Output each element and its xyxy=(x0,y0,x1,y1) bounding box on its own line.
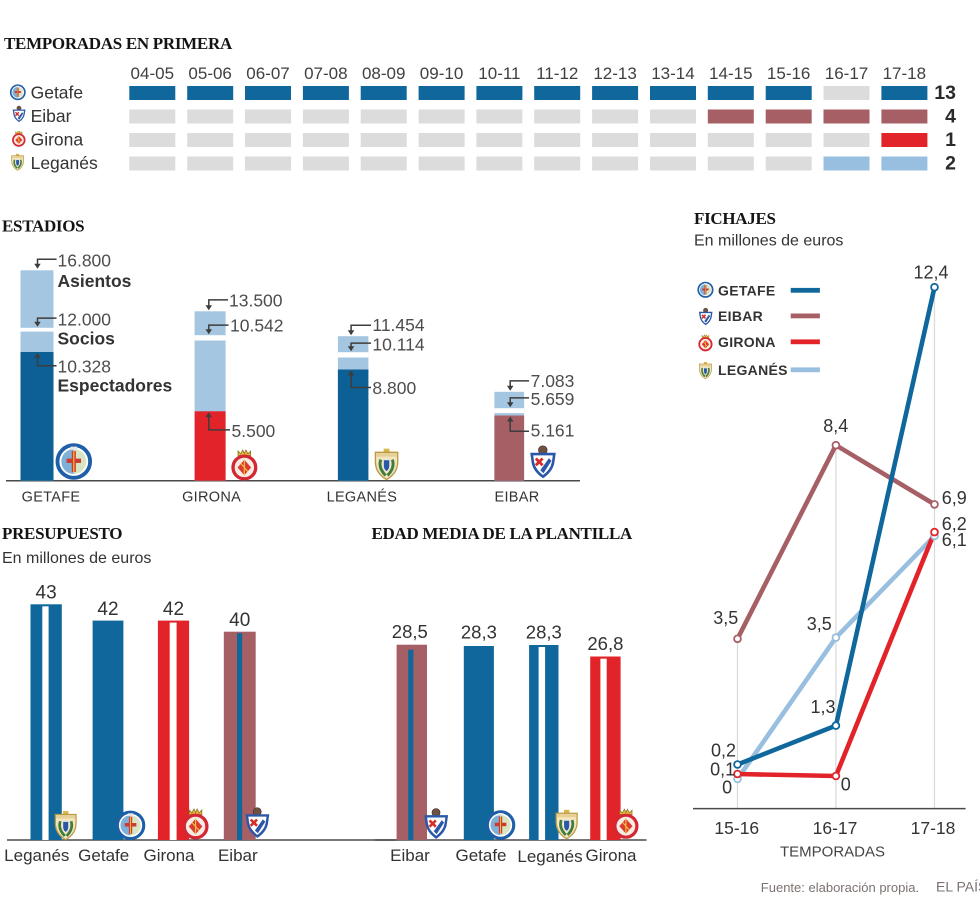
svg-text:Girona: Girona xyxy=(31,130,84,150)
svg-text:GIRONA: GIRONA xyxy=(182,490,241,506)
svg-text:09-10: 09-10 xyxy=(420,64,463,83)
svg-text:15-16: 15-16 xyxy=(714,818,759,838)
svg-text:TEMPORADAS: TEMPORADAS xyxy=(780,844,885,861)
svg-text:28,3: 28,3 xyxy=(461,621,497,642)
svg-text:08-09: 08-09 xyxy=(362,64,405,83)
svg-text:FICHAJES: FICHAJES xyxy=(694,209,776,228)
svg-text:40: 40 xyxy=(229,610,250,631)
svg-text:Eibar: Eibar xyxy=(390,846,430,865)
svg-text:ESTADIOS: ESTADIOS xyxy=(2,217,84,236)
svg-text:17-18: 17-18 xyxy=(883,64,926,83)
svg-text:28,5: 28,5 xyxy=(392,621,428,642)
svg-text:0,2: 0,2 xyxy=(711,741,736,761)
svg-text:EIBAR: EIBAR xyxy=(494,490,539,506)
svg-text:En millones de euros: En millones de euros xyxy=(2,550,151,567)
svg-text:Getafe: Getafe xyxy=(455,846,506,865)
svg-text:TEMPORADAS EN PRIMERA: TEMPORADAS EN PRIMERA xyxy=(4,34,233,53)
svg-text:6,9: 6,9 xyxy=(942,488,967,508)
svg-text:Girona: Girona xyxy=(143,846,195,865)
svg-text:14-15: 14-15 xyxy=(709,64,752,83)
svg-text:PRESUPUESTO: PRESUPUESTO xyxy=(2,524,122,543)
svg-text:2: 2 xyxy=(945,153,956,175)
svg-text:43: 43 xyxy=(36,583,57,604)
svg-text:12-13: 12-13 xyxy=(593,64,636,83)
svg-text:12.000: 12.000 xyxy=(58,309,112,329)
svg-text:8,4: 8,4 xyxy=(823,416,848,436)
svg-text:Asientos: Asientos xyxy=(58,271,132,291)
svg-text:10.328: 10.328 xyxy=(58,356,112,376)
svg-text:6,1: 6,1 xyxy=(942,530,967,550)
svg-text:EDAD MEDIA DE LA PLANTILLA: EDAD MEDIA DE LA PLANTILLA xyxy=(372,524,633,543)
svg-text:1,3: 1,3 xyxy=(811,697,836,717)
svg-text:13.500: 13.500 xyxy=(229,291,283,311)
svg-text:Leganés: Leganés xyxy=(517,847,582,866)
svg-text:10.114: 10.114 xyxy=(372,335,424,355)
svg-text:26,8: 26,8 xyxy=(587,633,623,654)
svg-text:16.800: 16.800 xyxy=(58,251,112,271)
svg-text:0,1: 0,1 xyxy=(710,759,735,779)
svg-text:07-08: 07-08 xyxy=(304,64,347,83)
svg-text:42: 42 xyxy=(163,599,184,620)
svg-text:Socios: Socios xyxy=(58,329,116,349)
svg-text:05-06: 05-06 xyxy=(188,64,231,83)
svg-text:5.500: 5.500 xyxy=(232,421,276,441)
svg-text:5.161: 5.161 xyxy=(531,421,575,441)
svg-text:LEGANÉS: LEGANÉS xyxy=(327,489,398,506)
svg-text:0: 0 xyxy=(722,778,732,798)
svg-text:En millones de euros: En millones de euros xyxy=(694,233,843,250)
svg-text:16-17: 16-17 xyxy=(813,818,858,838)
svg-text:7.083: 7.083 xyxy=(531,371,575,391)
svg-text:3,5: 3,5 xyxy=(713,608,738,628)
svg-text:10-11: 10-11 xyxy=(478,64,520,83)
svg-text:13: 13 xyxy=(934,82,956,104)
svg-text:Leganés: Leganés xyxy=(4,846,69,865)
svg-text:6,2: 6,2 xyxy=(942,514,967,534)
svg-text:EIBAR: EIBAR xyxy=(718,308,763,324)
svg-text:04-05: 04-05 xyxy=(131,64,174,83)
svg-text:Eibar: Eibar xyxy=(218,846,258,865)
svg-text:Getafe: Getafe xyxy=(78,846,129,865)
svg-text:4: 4 xyxy=(945,106,956,128)
svg-text:GETAFE: GETAFE xyxy=(718,283,776,299)
svg-text:42: 42 xyxy=(97,599,118,620)
svg-text:Leganés: Leganés xyxy=(31,153,98,173)
svg-text:10.542: 10.542 xyxy=(230,316,284,336)
svg-text:13-14: 13-14 xyxy=(651,64,694,83)
svg-text:Getafe: Getafe xyxy=(31,83,84,103)
svg-text:17-18: 17-18 xyxy=(911,818,956,838)
svg-text:Espectadores: Espectadores xyxy=(58,376,173,396)
svg-text:Fuente: elaboración propia.: Fuente: elaboración propia. xyxy=(761,880,919,895)
svg-text:06-07: 06-07 xyxy=(246,64,289,83)
svg-text:1: 1 xyxy=(945,129,956,151)
svg-text:GIRONA: GIRONA xyxy=(718,334,776,350)
svg-text:15-16: 15-16 xyxy=(767,64,810,83)
svg-text:8.800: 8.800 xyxy=(372,378,416,398)
svg-text:11.454: 11.454 xyxy=(372,315,424,335)
svg-text:28,3: 28,3 xyxy=(526,621,562,642)
svg-text:EL PAÍS: EL PAÍS xyxy=(936,879,980,895)
svg-text:3,5: 3,5 xyxy=(807,614,832,634)
svg-text:0: 0 xyxy=(841,775,851,795)
svg-text:5.659: 5.659 xyxy=(531,389,575,409)
svg-text:Eibar: Eibar xyxy=(31,106,72,126)
svg-text:11-12: 11-12 xyxy=(536,64,578,83)
svg-text:12,4: 12,4 xyxy=(913,263,948,283)
svg-text:GETAFE: GETAFE xyxy=(22,490,81,506)
svg-text:Girona: Girona xyxy=(585,846,637,865)
svg-text:16-17: 16-17 xyxy=(825,64,868,83)
svg-text:LEGANÉS: LEGANÉS xyxy=(718,362,788,378)
